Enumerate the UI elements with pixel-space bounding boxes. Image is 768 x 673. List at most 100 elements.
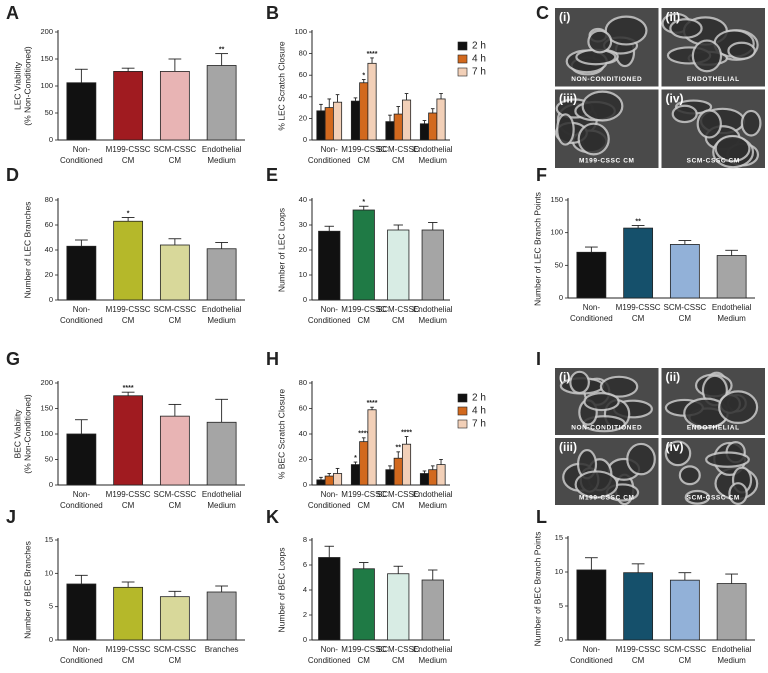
y-tick-label: 2 xyxy=(303,610,307,619)
y-tick-label: 80 xyxy=(299,49,307,58)
bar xyxy=(716,255,747,299)
bar xyxy=(159,415,190,486)
x-tick-label: Endothelial xyxy=(712,645,752,654)
x-tick-label: Endothelial xyxy=(413,490,453,499)
x-tick-label: Non- xyxy=(321,305,339,314)
x-tick-label: Endothelial xyxy=(413,645,453,654)
y-tick-label: 60 xyxy=(299,70,307,79)
bar xyxy=(206,248,237,301)
bar xyxy=(419,123,430,141)
panel-letter: F xyxy=(536,165,547,185)
y-tick-label: 50 xyxy=(555,260,563,269)
y-axis-label: BEC Viability xyxy=(12,409,22,459)
y-tick-label: 50 xyxy=(45,454,53,463)
y-tick-label: 0 xyxy=(49,480,53,489)
y-tick-label: 50 xyxy=(45,108,53,117)
cell-network xyxy=(705,451,750,468)
tile-numeral: (iii) xyxy=(559,92,577,106)
x-tick-label: M199-CSSC xyxy=(341,305,386,314)
y-tick-label: 0 xyxy=(303,635,307,644)
y-axis-label: (% Non-Conditioned) xyxy=(22,46,32,126)
cell-network xyxy=(587,29,613,54)
x-tick-label: CM xyxy=(169,656,182,665)
y-axis-label: Number of LEC Branch Points xyxy=(532,192,542,306)
tile-numeral: (iii) xyxy=(559,440,577,454)
legend-swatch xyxy=(457,41,468,51)
x-tick-label: CM xyxy=(679,314,692,323)
y-tick-label: 5 xyxy=(49,602,53,611)
y-tick-label: 0 xyxy=(559,635,563,644)
x-tick-label: Endothelial xyxy=(413,145,453,154)
bar xyxy=(359,82,369,141)
bar xyxy=(66,82,97,141)
x-tick-label: SCM-CSSC xyxy=(377,145,420,154)
legend-label: 4 h xyxy=(472,54,486,65)
y-tick-label: 150 xyxy=(550,195,563,204)
tile-numeral: (i) xyxy=(559,370,570,384)
bar xyxy=(401,443,412,486)
panel-letter: E xyxy=(266,165,278,185)
bar xyxy=(367,409,377,486)
x-tick-label: Conditioned xyxy=(308,316,351,325)
tile-numeral: (iv) xyxy=(666,440,684,454)
x-tick-label: SCM-CSSC xyxy=(154,645,197,654)
y-tick-label: 150 xyxy=(40,54,53,63)
panel-letter: I xyxy=(536,349,541,369)
panel-letter: K xyxy=(266,507,279,527)
bar xyxy=(393,113,403,141)
y-tick-label: 20 xyxy=(299,113,307,122)
cell-network xyxy=(669,18,703,39)
x-tick-label: CM xyxy=(122,501,135,510)
x-tick-label: Non- xyxy=(73,305,91,314)
x-tick-label: CM xyxy=(122,656,135,665)
bar xyxy=(159,244,190,301)
cell-network xyxy=(678,465,701,486)
y-tick-label: 80 xyxy=(45,195,53,204)
bar xyxy=(206,591,237,641)
bar xyxy=(324,107,334,141)
y-tick-label: 40 xyxy=(299,92,307,101)
x-tick-label: Conditioned xyxy=(60,501,103,510)
legend-swatch xyxy=(457,67,468,77)
x-tick-label: M199-CSSC xyxy=(341,645,386,654)
cell-network xyxy=(696,109,722,139)
significance: **** xyxy=(401,429,412,436)
bar xyxy=(436,464,446,486)
bar xyxy=(316,479,326,486)
cell-network xyxy=(727,41,756,60)
bar xyxy=(421,229,444,301)
significance: ** xyxy=(219,46,225,53)
x-tick-label: M199-CSSC xyxy=(106,145,151,154)
x-tick-label: Non- xyxy=(73,645,91,654)
bar xyxy=(159,71,190,141)
x-tick-label: Endothelial xyxy=(202,490,242,499)
y-tick-label: 100 xyxy=(40,429,53,438)
x-tick-label: Endothelial xyxy=(712,303,752,312)
legend-swatch xyxy=(457,54,468,64)
y-tick-label: 10 xyxy=(555,567,563,576)
y-axis-label: % LEC Scratch Closure xyxy=(276,41,286,131)
y-tick-label: 0 xyxy=(303,480,307,489)
panel-letter: G xyxy=(6,349,20,369)
y-tick-label: 5 xyxy=(559,601,563,610)
cell-network xyxy=(626,442,656,476)
x-tick-label: CM xyxy=(169,316,182,325)
x-tick-label: SCM-CSSC xyxy=(377,305,420,314)
bar xyxy=(669,579,700,641)
bar xyxy=(716,583,747,641)
cell-network xyxy=(577,122,610,156)
y-tick-label: 100 xyxy=(294,27,307,36)
y-tick-label: 40 xyxy=(299,429,307,438)
x-tick-label: Medium xyxy=(419,156,448,165)
panel-letter: J xyxy=(6,507,16,527)
y-tick-label: 60 xyxy=(299,403,307,412)
y-axis-label: Number of BEC Branch Points xyxy=(532,532,542,647)
tile-numeral: (i) xyxy=(559,10,570,24)
bar xyxy=(623,227,654,299)
x-tick-label: Medium xyxy=(717,314,746,323)
y-tick-label: 20 xyxy=(299,454,307,463)
bar xyxy=(332,473,343,486)
bar xyxy=(318,230,341,301)
x-tick-label: SCM-CSSC xyxy=(664,303,707,312)
